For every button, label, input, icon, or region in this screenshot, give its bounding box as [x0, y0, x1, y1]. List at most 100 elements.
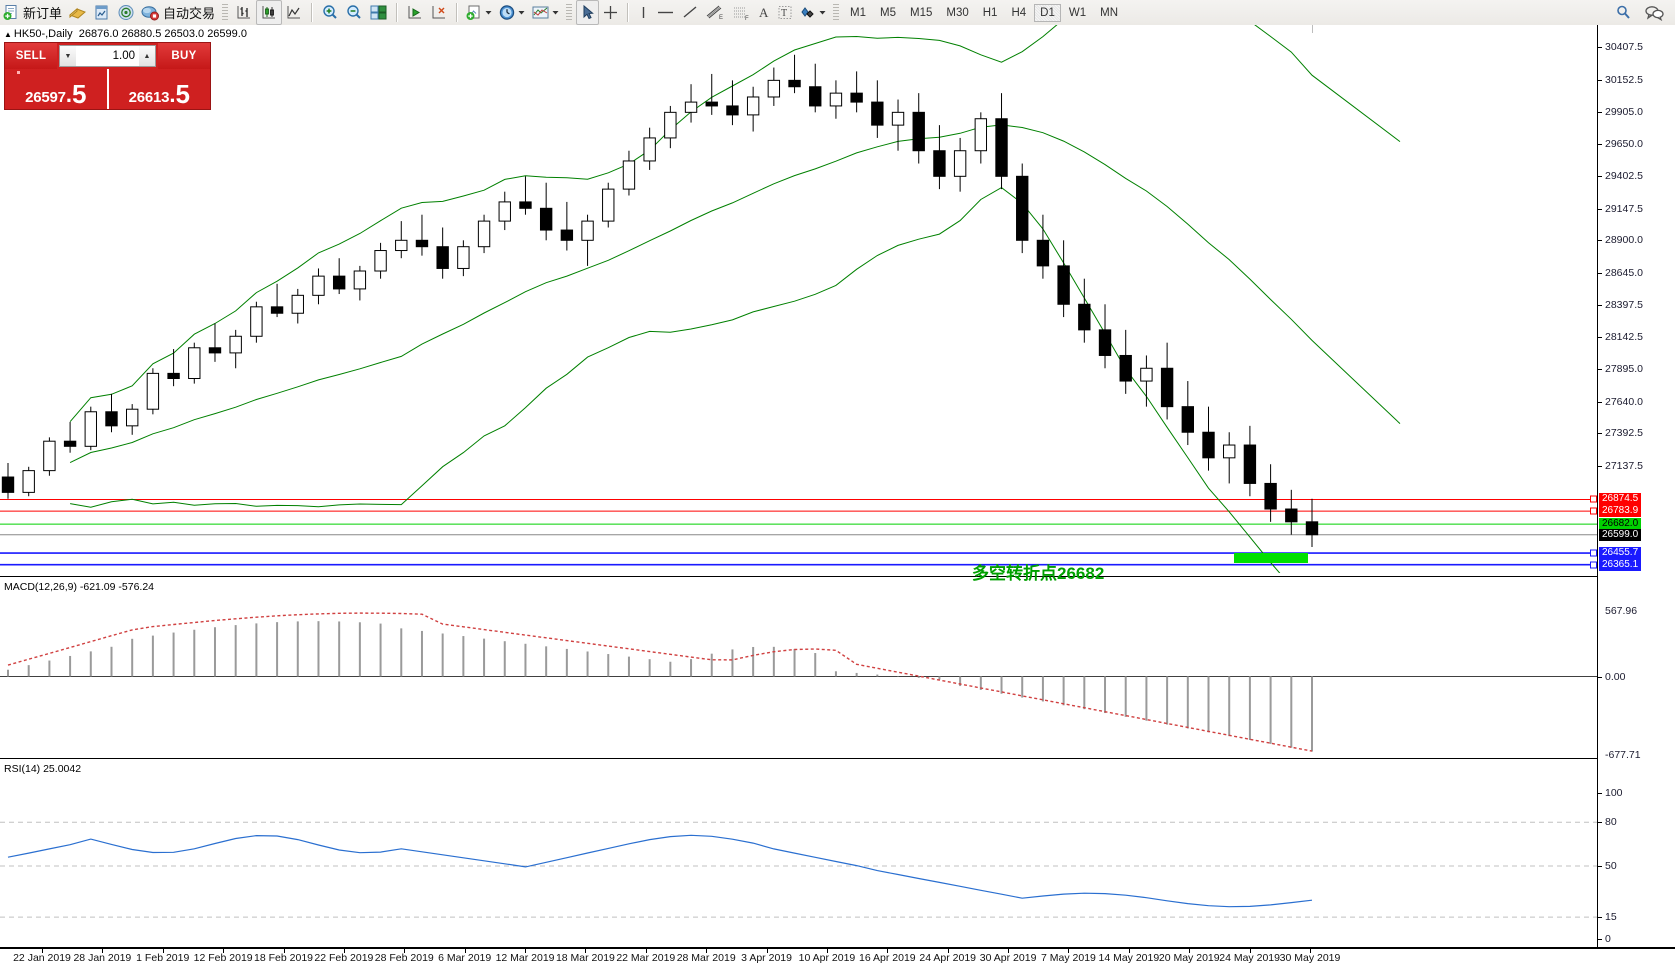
highlight-box [1234, 553, 1308, 564]
price-axis-tick [1598, 240, 1602, 242]
new-chart-button[interactable] [463, 1, 495, 24]
timeframe-m5[interactable]: M5 [880, 6, 896, 19]
timeframe-h1[interactable]: H1 [982, 6, 998, 19]
date-axis-label: 3 Apr 2019 [741, 952, 792, 964]
price-axis-label: 27895.0 [1605, 362, 1643, 375]
cursor-button[interactable] [576, 0, 600, 25]
price-level-badge-last-price[interactable]: 26599.0 [1599, 528, 1642, 541]
macd-axis-tick [1598, 676, 1602, 678]
price-axis-tick [1598, 401, 1602, 403]
sell-price-decimal: 5 [71, 79, 87, 110]
date-axis[interactable]: 22 Jan 2019 28 Jan 2019 1 Feb 2019 12 Feb 2… [0, 947, 1597, 975]
price-level-badge-order[interactable]: 26455.7 [1599, 547, 1642, 560]
rsi-axis-label: 15 [1605, 911, 1617, 924]
toolbar-grip-3[interactable] [833, 3, 840, 22]
price-level-badge-resistance[interactable]: 26874.5 [1599, 493, 1642, 506]
price-axis-tick [1598, 47, 1602, 49]
chevron-down-icon[interactable] [819, 9, 826, 16]
auto-trading-button[interactable]: 自动交易 [138, 1, 218, 24]
date-axis-label: 22 Feb 2019 [314, 952, 374, 964]
level-handle[interactable] [1590, 495, 1597, 503]
chart-shift-button[interactable] [403, 1, 427, 24]
equidistant-channel-button[interactable]: E [702, 1, 728, 24]
period-button[interactable] [495, 1, 528, 24]
data-window-button[interactable] [90, 1, 114, 24]
tile-windows-button[interactable] [366, 1, 391, 24]
rsi-pane[interactable] [0, 787, 1597, 947]
price-level-badge-order[interactable]: 26365.1 [1599, 558, 1642, 571]
date-axis-label: 30 May 2019 [1279, 952, 1341, 964]
buy-price[interactable]: 26613 . 5 [109, 69, 211, 109]
fibonacci-button[interactable]: F [728, 1, 754, 24]
vertical-line-button[interactable] [634, 1, 653, 24]
horizontal-line-button[interactable] [653, 1, 678, 24]
new-order-button[interactable]: 新订单 [0, 1, 65, 24]
chevron-down-icon[interactable] [552, 9, 559, 16]
templates-button[interactable] [528, 1, 562, 24]
signals-button[interactable] [114, 1, 138, 24]
rsi-axis-tick [1598, 793, 1602, 794]
price-axis-label: 29905.0 [1605, 105, 1643, 118]
text-label-icon: T [777, 4, 793, 21]
level-handle[interactable] [1590, 507, 1597, 515]
toolbar-grip-1[interactable] [222, 3, 229, 22]
rsi-axis-tick [1598, 917, 1602, 919]
text-label-button[interactable]: T [774, 1, 796, 24]
volume-up-arrow-icon[interactable]: ▲ [139, 46, 155, 66]
volume-value[interactable]: 1.00 [76, 46, 139, 66]
price-axis-tick [1598, 368, 1602, 370]
price-axis-tick [1598, 433, 1602, 435]
tile-windows-icon [369, 4, 388, 21]
auto-scroll-button[interactable] [427, 1, 451, 24]
line-chart-button[interactable] [282, 1, 306, 24]
line-chart-icon [285, 4, 303, 21]
sell-button[interactable]: SELL [5, 43, 57, 69]
trend-line-button[interactable] [678, 1, 702, 24]
price-level-badge-pivot[interactable]: 26682.0 [1599, 518, 1642, 531]
crosshair-button[interactable] [599, 1, 622, 24]
zoom-out-button[interactable] [342, 1, 366, 24]
volume-stepper[interactable]: ▼ 1.00 ▲ [59, 45, 156, 67]
auto-trading-label: 自动交易 [163, 6, 216, 21]
text-button[interactable]: A [754, 1, 774, 24]
chevron-down-icon[interactable] [518, 9, 525, 16]
objects-button[interactable] [796, 1, 829, 24]
chevron-down-icon[interactable] [485, 9, 492, 16]
bar-chart-button[interactable] [232, 1, 256, 24]
sell-price[interactable]: 26597 . 5 [5, 69, 109, 109]
chat-button[interactable] [1641, 1, 1667, 24]
buy-button[interactable]: BUY [158, 43, 210, 69]
horizontal-line-icon [656, 4, 675, 21]
price-plot [0, 25, 1597, 573]
toolbar-separator-3 [456, 3, 459, 22]
date-axis-label: 20 May 2019 [1158, 952, 1220, 964]
period-icon [498, 4, 516, 21]
collapse-triangle-icon[interactable]: ▲ [4, 30, 12, 39]
timeframe-m15[interactable]: M15 [910, 6, 933, 19]
price-axis[interactable]: 30407.5 30152.5 29905.0 29650.0 29402.5 29147… [1598, 25, 1675, 949]
zoom-in-button[interactable] [318, 1, 342, 24]
toolbar-grip-2[interactable] [566, 3, 573, 22]
price-level-badge-resistance[interactable]: 26783.9 [1599, 505, 1642, 518]
volume-down-arrow-icon[interactable]: ▼ [60, 46, 76, 66]
search-button[interactable] [1612, 1, 1635, 24]
timeframe-m1[interactable]: M1 [850, 6, 867, 19]
chart-symbol-header: ▲ HK50-,Daily 26876.0 26880.5 26503.0 265… [4, 28, 247, 40]
one-click-trading-panel[interactable]: SELL ▼ 1.00 ▲ BUY 26597 . 5 26613 . 5 [4, 42, 211, 110]
timeframe-w1[interactable]: W1 [1068, 6, 1087, 19]
indicators-button[interactable] [65, 1, 90, 24]
crosshair-icon [602, 4, 619, 21]
price-pane[interactable] [0, 25, 1597, 573]
chart-canvas[interactable]: ▲ HK50-,Daily 26876.0 26880.5 26503.0 265… [0, 25, 1675, 964]
rsi-axis-tick [1598, 822, 1602, 824]
macd-pane[interactable] [0, 605, 1597, 767]
level-handle[interactable] [1590, 561, 1597, 569]
chart-shift-icon [406, 4, 424, 21]
timeframe-mn[interactable]: MN [1100, 6, 1118, 19]
candlestick-chart-button[interactable] [256, 0, 283, 25]
price-axis-label: 27137.5 [1605, 459, 1643, 472]
timeframe-d1[interactable]: D1 [1034, 3, 1061, 22]
level-handle[interactable] [1590, 549, 1597, 557]
timeframe-h4[interactable]: H4 [1011, 6, 1027, 19]
timeframe-m30[interactable]: M30 [946, 6, 969, 19]
